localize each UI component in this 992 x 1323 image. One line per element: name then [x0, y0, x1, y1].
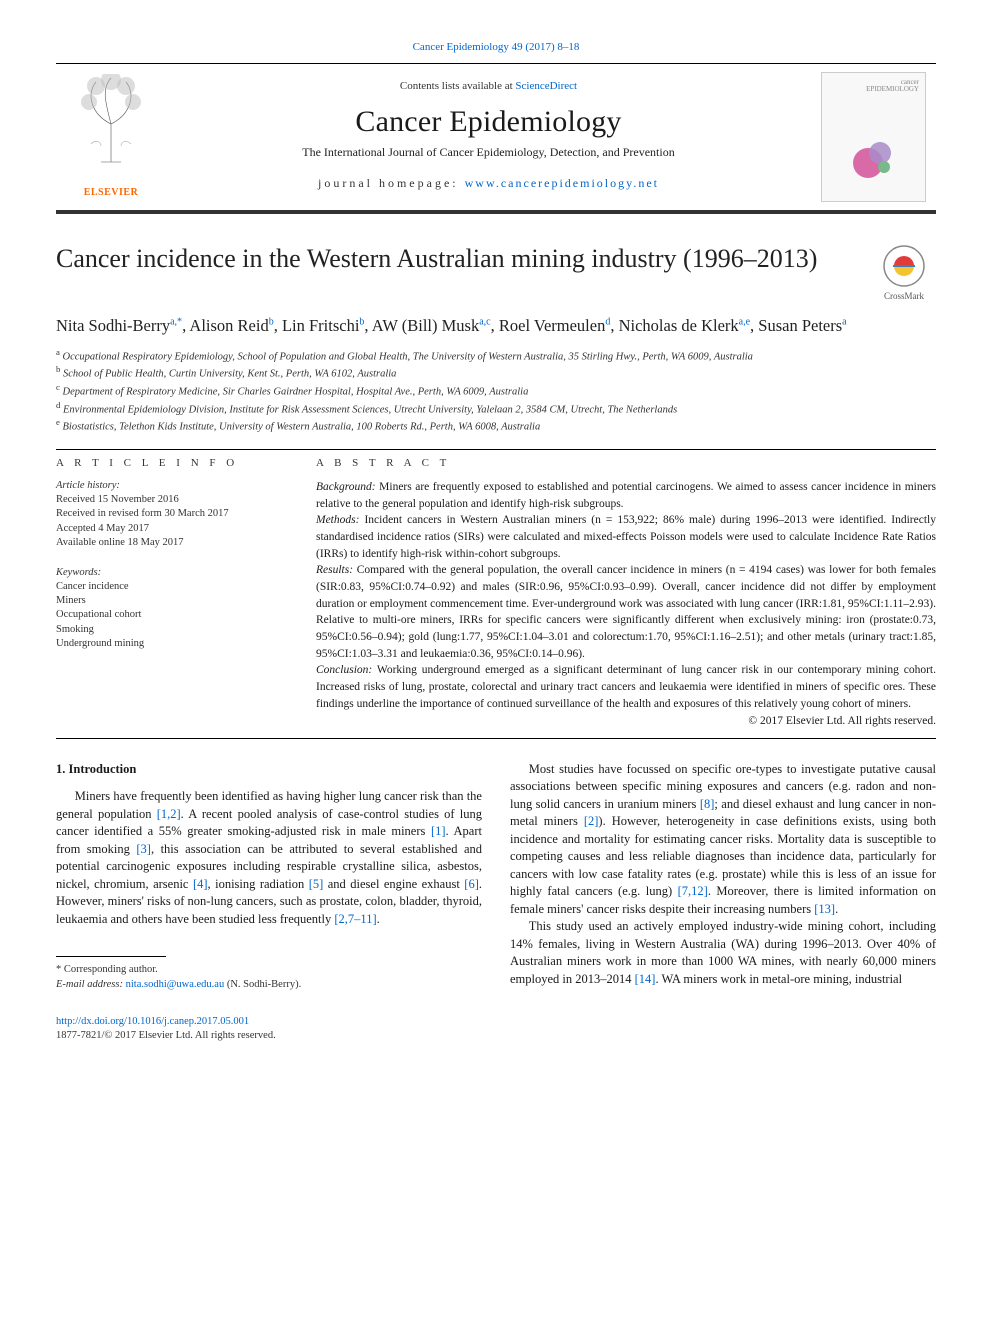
right-para-2: This study used an actively employed ind…: [510, 918, 936, 988]
keyword: Underground mining: [56, 637, 286, 651]
history-line: Received 15 November 2016: [56, 493, 286, 507]
article-history: Article history: Received 15 November 20…: [56, 479, 286, 550]
affiliation: e Biostatistics, Telethon Kids Institute…: [56, 417, 936, 435]
elsevier-wordmark: ELSEVIER: [84, 186, 139, 200]
affiliation: a Occupational Respiratory Epidemiology,…: [56, 347, 936, 365]
history-line: Available online 18 May 2017: [56, 536, 286, 550]
keywords-label: Keywords:: [56, 566, 286, 580]
abstract-segment: Conclusion: Working underground emerged …: [316, 664, 936, 709]
body-col-left: 1. Introduction Miners have frequently b…: [56, 761, 482, 1044]
header-center: Contents lists available at ScienceDirec…: [166, 64, 811, 210]
rh-journal: Cancer Epidemiology: [413, 41, 509, 53]
article-info-heading: A R T I C L E I N F O: [56, 456, 286, 471]
citation-link[interactable]: [5]: [309, 877, 324, 891]
homepage-link[interactable]: www.cancerepidemiology.net: [465, 176, 659, 190]
keyword: Miners: [56, 594, 286, 608]
publisher-block: ELSEVIER: [56, 64, 166, 210]
rh-volume: 49 (2017) 8–18: [512, 41, 580, 53]
history-label: Article history:: [56, 479, 286, 493]
citation-link[interactable]: [13]: [814, 902, 835, 916]
crossmark-label: CrossMark: [872, 290, 936, 302]
keyword: Occupational cohort: [56, 608, 286, 622]
cover-art-icon: [850, 137, 896, 183]
cover-thumb-block: cancerEPIDEMIOLOGY: [811, 64, 936, 210]
citation-link[interactable]: [6]: [464, 877, 479, 891]
abstract-copyright: © 2017 Elsevier Ltd. All rights reserved…: [316, 714, 936, 730]
body-columns: 1. Introduction Miners have frequently b…: [56, 761, 936, 1044]
email-line: E-mail address: nita.sodhi@uwa.edu.au (N…: [56, 978, 482, 993]
abstract-segment: Methods: Incident cancers in Western Aus…: [316, 514, 936, 559]
body-col-right: Most studies have focussed on specific o…: [510, 761, 936, 1044]
homepage-line: journal homepage: www.cancerepidemiology…: [174, 175, 803, 191]
citation-link[interactable]: [2]: [584, 814, 599, 828]
keyword: Cancer incidence: [56, 580, 286, 594]
sciencedirect-link[interactable]: ScienceDirect: [515, 80, 577, 92]
running-header-link[interactable]: Cancer Epidemiology 49 (2017) 8–18: [413, 41, 580, 53]
affiliation: d Environmental Epidemiology Division, I…: [56, 400, 936, 418]
citation-link[interactable]: [8]: [700, 797, 715, 811]
keyword: Smoking: [56, 623, 286, 637]
crossmark-icon: [882, 244, 926, 288]
cover-title: cancerEPIDEMIOLOGY: [866, 79, 919, 93]
abstract-segment: Results: Compared with the general popul…: [316, 564, 936, 659]
citation-link[interactable]: [2,7–11]: [334, 912, 376, 926]
citation-link[interactable]: [1]: [431, 824, 446, 838]
journal-header: ELSEVIER Contents lists available at Sci…: [56, 63, 936, 214]
homepage-label: journal homepage:: [318, 176, 465, 190]
crossmark-badge[interactable]: CrossMark: [872, 244, 936, 303]
article-title: Cancer incidence in the Western Australi…: [56, 244, 856, 274]
section-rule-top: [56, 449, 936, 450]
citation-link[interactable]: [3]: [136, 842, 151, 856]
journal-cover-thumb: cancerEPIDEMIOLOGY: [821, 72, 926, 202]
citation-link[interactable]: [7,12]: [678, 884, 708, 898]
affiliation-list: a Occupational Respiratory Epidemiology,…: [56, 347, 936, 435]
doi-block: http://dx.doi.org/10.1016/j.canep.2017.0…: [56, 1015, 482, 1044]
affiliation: c Department of Respiratory Medicine, Si…: [56, 382, 936, 400]
citation-link[interactable]: [14]: [635, 972, 656, 986]
email-suffix: (N. Sodhi-Berry).: [224, 979, 301, 990]
email-label: E-mail address:: [56, 979, 126, 990]
corr-text: Corresponding author.: [64, 964, 158, 975]
footnote-rule: [56, 956, 166, 957]
journal-name: Cancer Epidemiology: [174, 102, 803, 143]
history-line: Accepted 4 May 2017: [56, 522, 286, 536]
corresponding-author-note: * Corresponding author.: [56, 963, 482, 978]
contents-line: Contents lists available at ScienceDirec…: [174, 79, 803, 94]
citation-link[interactable]: [1,2]: [157, 807, 181, 821]
abstract-text: Background: Miners are frequently expose…: [316, 479, 936, 712]
author-email-link[interactable]: nita.sodhi@uwa.edu.au: [126, 979, 225, 990]
intro-heading: 1. Introduction: [56, 761, 482, 779]
citation-link[interactable]: [4]: [193, 877, 208, 891]
issn-copyright: 1877-7821/© 2017 Elsevier Ltd. All right…: [56, 1030, 276, 1041]
abstract-segment: Background: Miners are frequently expose…: [316, 481, 936, 510]
footnotes: * Corresponding author. E-mail address: …: [56, 963, 482, 992]
intro-para-1: Miners have frequently been identified a…: [56, 788, 482, 928]
history-line: Received in revised form 30 March 2017: [56, 507, 286, 521]
right-para-1: Most studies have focussed on specific o…: [510, 761, 936, 919]
contents-prefix: Contents lists available at: [400, 80, 515, 92]
section-rule-bottom: [56, 738, 936, 739]
running-header: Cancer Epidemiology 49 (2017) 8–18: [56, 40, 936, 55]
author-list: Nita Sodhi-Berrya,*, Alison Reidb, Lin F…: [56, 315, 936, 337]
affiliation: b School of Public Health, Curtin Univer…: [56, 364, 936, 382]
elsevier-tree-icon: [71, 74, 151, 164]
journal-subtitle: The International Journal of Cancer Epid…: [174, 144, 803, 160]
abstract-heading: A B S T R A C T: [316, 456, 936, 471]
doi-link[interactable]: http://dx.doi.org/10.1016/j.canep.2017.0…: [56, 1016, 249, 1027]
keywords-block: Keywords: Cancer incidenceMinersOccupati…: [56, 566, 286, 651]
